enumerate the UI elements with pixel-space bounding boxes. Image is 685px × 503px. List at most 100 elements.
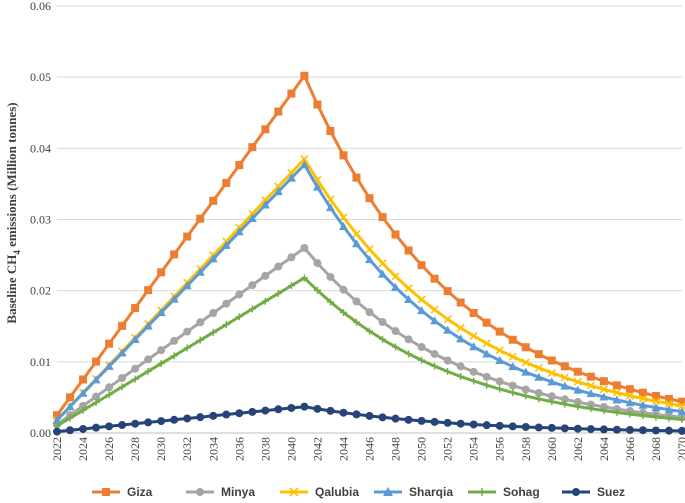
marker-circle [417, 416, 426, 425]
marker-triangle [234, 227, 244, 236]
marker-triangle [312, 182, 322, 191]
marker-x [289, 487, 299, 497]
marker-circle [573, 424, 582, 433]
marker-x [651, 397, 661, 406]
marker-circle [287, 253, 296, 262]
marker-plus [613, 408, 621, 416]
marker-plus [196, 336, 204, 344]
marker-circle [456, 419, 465, 428]
marker-square [482, 318, 491, 327]
marker-plus [144, 367, 152, 375]
x-tick-label: 2038 [258, 437, 272, 461]
marker-triangle [208, 254, 218, 263]
marker-square [391, 230, 400, 239]
marker-square [586, 372, 595, 381]
marker-triangle [560, 381, 570, 390]
marker-x [300, 154, 309, 164]
marker-triangle [221, 240, 231, 249]
marker-x [417, 295, 426, 304]
marker-square [469, 309, 478, 318]
series-giza [53, 71, 685, 420]
marker-plus [170, 352, 178, 360]
marker-triangle [156, 308, 166, 317]
marker-plus [287, 282, 295, 290]
x-tick-label: 2050 [415, 437, 429, 461]
marker-circle [443, 418, 452, 427]
marker-triangle [65, 402, 75, 411]
legend-label: Suez [597, 485, 625, 499]
marker-square [508, 335, 517, 344]
marker-circle [664, 426, 673, 435]
marker-circle [196, 413, 205, 422]
marker-x [404, 284, 413, 293]
marker-triangle [638, 400, 648, 409]
marker-plus [352, 318, 360, 326]
marker-circle [495, 377, 504, 386]
marker-circle [144, 355, 153, 364]
marker-x [469, 331, 478, 341]
legend-label: Sharqia [409, 485, 453, 499]
marker-square [378, 213, 387, 222]
x-tick-label: 2030 [154, 437, 168, 461]
marker-square [612, 381, 621, 390]
marker-square [66, 393, 75, 402]
marker-square [651, 391, 660, 400]
marker-circle [599, 425, 608, 434]
marker-plus [470, 377, 478, 385]
x-tick-label: 2042 [310, 437, 324, 461]
marker-triangle [117, 348, 127, 357]
marker-circle [222, 299, 231, 308]
marker-plus [678, 415, 685, 423]
marker-circle [391, 414, 400, 423]
marker-plus [405, 350, 413, 358]
x-tick-label: 2046 [363, 437, 377, 461]
marker-x [521, 358, 530, 367]
marker-triangle [351, 239, 361, 248]
marker-triangle [599, 392, 609, 401]
marker-circle [521, 385, 530, 394]
marker-circle [274, 405, 283, 414]
marker-plus [326, 298, 334, 306]
marker-square [664, 394, 673, 403]
marker-square [638, 388, 647, 397]
marker-square [92, 357, 101, 366]
marker-circle [92, 392, 101, 401]
marker-triangle [612, 395, 622, 404]
legend-item-sharqia: Sharqia [374, 485, 453, 499]
marker-square [170, 250, 179, 259]
marker-circle [235, 409, 244, 418]
marker-triangle [417, 306, 427, 315]
marker-circle [482, 372, 491, 381]
marker-plus [105, 391, 113, 399]
marker-circle [326, 406, 335, 415]
marker-square [118, 321, 127, 330]
x-tick-label: 2054 [467, 437, 481, 461]
legend-label: Sohag [503, 485, 540, 499]
y-axis-title-pre: Baseline CH [4, 255, 19, 324]
marker-triangle [91, 375, 101, 384]
marker-plus [639, 412, 647, 420]
marker-x [560, 373, 569, 382]
marker-circle [365, 411, 374, 420]
marker-square [625, 385, 634, 394]
x-tick-label: 2064 [597, 437, 611, 461]
marker-triangle [508, 362, 518, 371]
marker-plus [509, 389, 517, 397]
marker-triangle [430, 316, 440, 325]
marker-square [313, 100, 322, 109]
y-axis-title-post: emissions (Million tonnes) [4, 102, 19, 250]
marker-circle [521, 422, 530, 431]
marker-square [547, 356, 556, 365]
marker-plus [92, 399, 100, 407]
marker-circle [118, 374, 127, 383]
marker-square [235, 161, 244, 170]
marker-plus [665, 414, 673, 422]
marker-circle [560, 424, 569, 433]
marker-triangle [664, 405, 674, 414]
series-suez [53, 402, 685, 436]
marker-plus [418, 356, 426, 364]
x-tick-label: 2022 [50, 437, 64, 461]
marker-plus [587, 405, 595, 413]
marker-x [599, 385, 608, 394]
marker-circle [170, 415, 179, 424]
